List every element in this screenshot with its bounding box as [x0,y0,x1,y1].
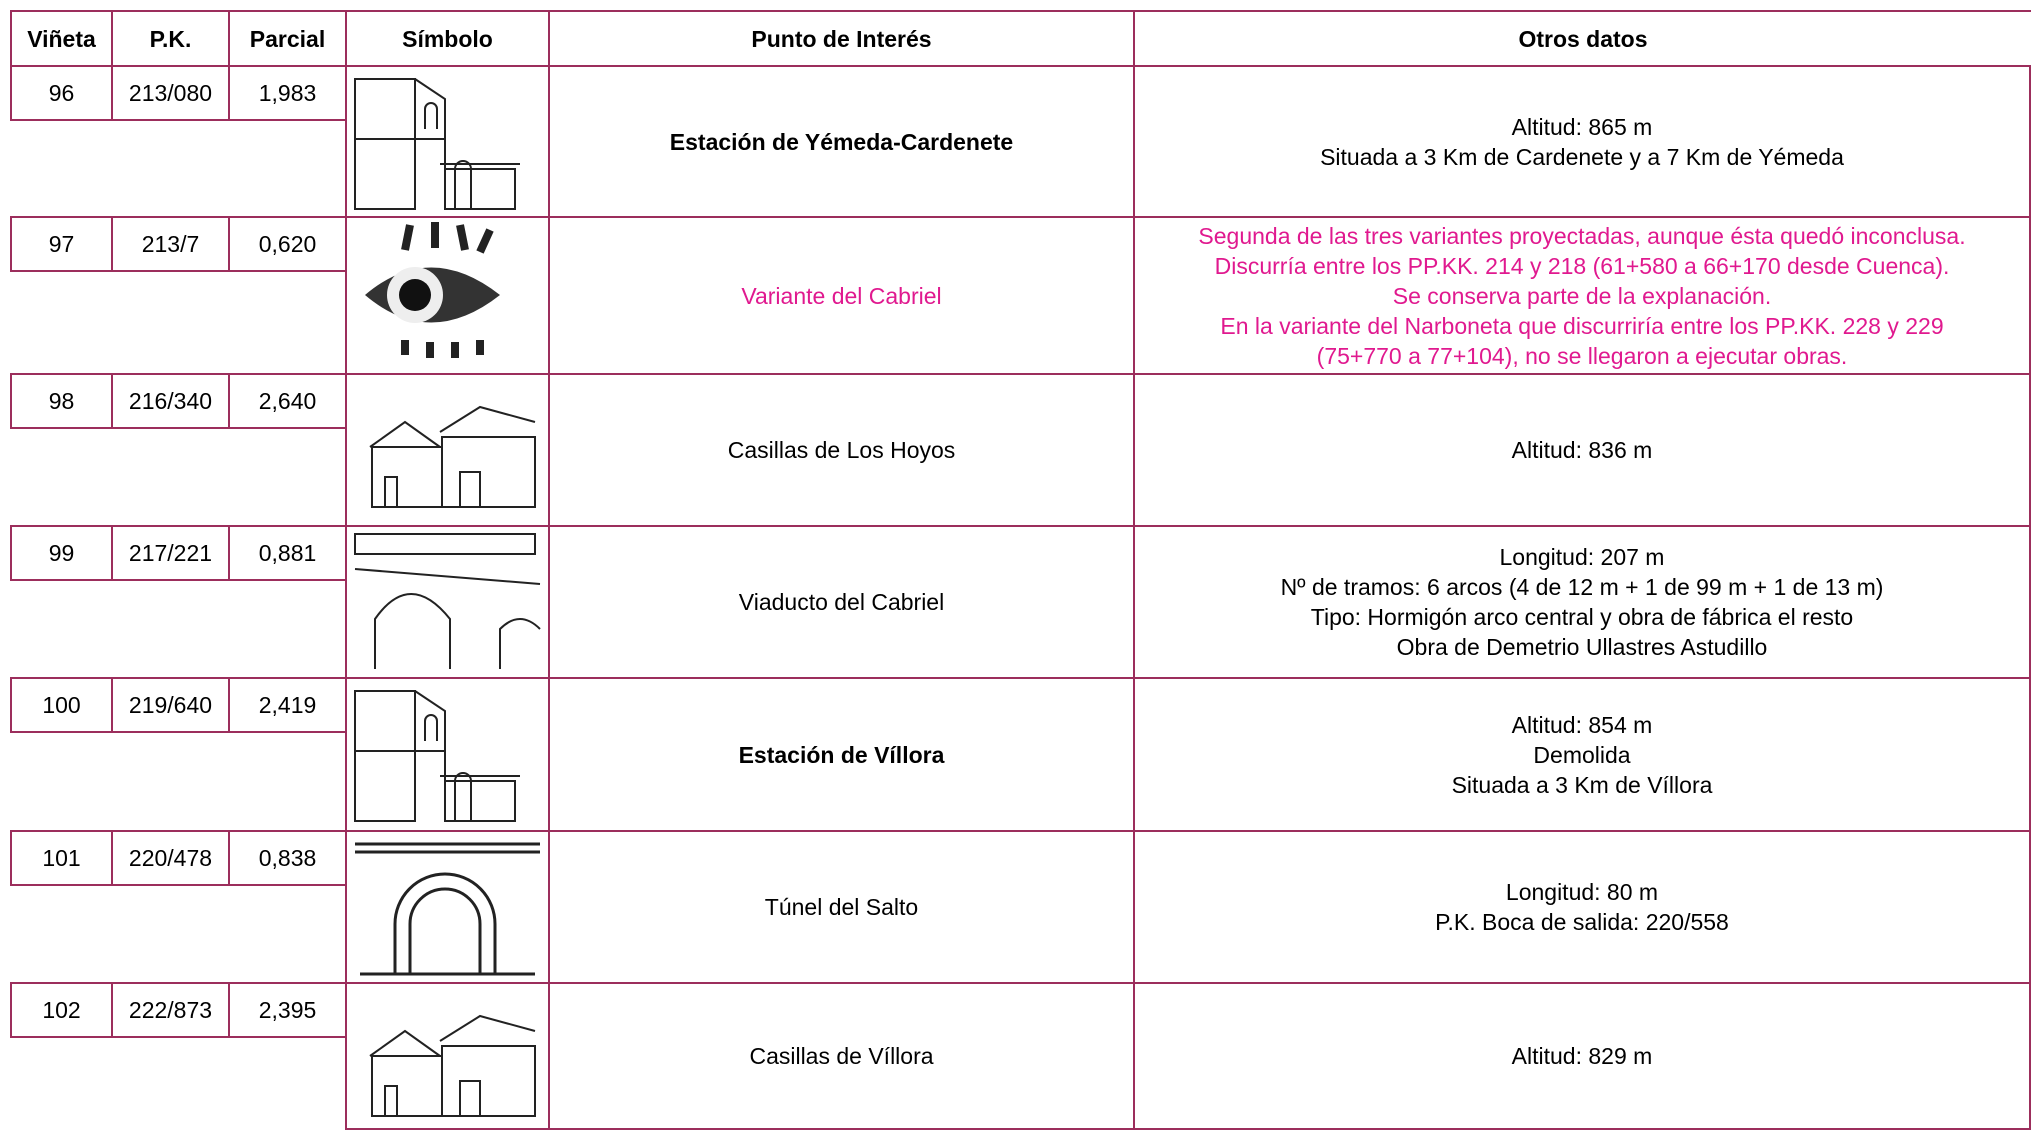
cell-vineta: 100 [10,677,113,733]
symbol-icon [369,406,536,508]
other-line: P.K. Boca de salida: 220/558 [1435,909,1729,935]
symbol-icon [369,1015,536,1117]
cell-parcial: 0,881 [228,525,347,581]
cell-pk: 220/478 [111,830,230,886]
header-cell: Viñeta [10,10,113,67]
other-cell: Longitud: 80 m P.K. Boca de salida: 220/5… [1133,830,2031,984]
header-cell: Símbolo [345,10,550,67]
cell-pk: 216/340 [111,373,230,429]
symbol-icon [353,842,542,976]
other-cell: Altitud: 836 m [1133,373,2031,527]
other-line: Demolida [1533,741,1631,768]
cell-parcial: 2,640 [228,373,347,429]
other-line: Se conserva parte de la explanación. [1392,282,1772,309]
other-line: Altitud: 836 m [1511,437,1653,463]
other-line: Segunda de las tres variantes proyectada… [1198,222,1966,249]
other-line: Obra de Demetrio Ullastres Astudillo [1396,634,1768,660]
point-cell: Túnel del Salto [548,830,1135,984]
other-line: Altitud: 865 m [1511,113,1653,140]
cell-vineta: 97 [10,216,113,272]
point-cell: Estación de Yémeda-Cardenete [548,65,1135,218]
symbol-icon [354,78,521,210]
cell-pk: 219/640 [111,677,230,733]
symbol-icon [354,690,521,822]
header-cell: Parcial [228,10,347,67]
cell-parcial: 0,620 [228,216,347,272]
point-cell: Casillas de Los Hoyos [548,373,1135,527]
header-cell: Punto de Interés [548,10,1135,67]
cell-parcial: 0,838 [228,830,347,886]
other-cell: Longitud: 207 m Nº de tramos: 6 arcos (4 … [1133,525,2031,679]
cell-vineta: 102 [10,982,113,1038]
other-line: Tipo: Hormigón arco central y obra de fá… [1310,604,1854,630]
cell-vineta: 98 [10,373,113,429]
point-cell: Viaducto del Cabriel [548,525,1135,679]
other-cell: Altitud: 854 m Demolida Situada a 3 Km de … [1133,677,2031,832]
other-line: Altitud: 854 m [1511,711,1653,738]
point-cell: Variante del Cabriel [548,216,1135,375]
other-cell: Segunda de las tres variantes proyectada… [1133,216,2031,375]
other-line: Situada a 3 Km de Cardenete y a 7 Km de … [1320,143,1844,170]
other-line: En la variante del Narboneta que discurr… [1220,312,1944,339]
cell-vineta: 96 [10,65,113,121]
other-line: Altitud: 829 m [1511,1043,1653,1069]
cell-vineta: 101 [10,830,113,886]
symbol-icon [350,220,545,365]
cell-parcial: 2,395 [228,982,347,1038]
other-line: Longitud: 207 m [1499,544,1665,570]
header-cell: Otros datos [1133,10,2031,67]
other-line: Situada a 3 Km de Víllora [1451,771,1713,798]
cell-vineta: 99 [10,525,113,581]
cell-parcial: 1,983 [228,65,347,121]
cell-pk: 213/7 [111,216,230,272]
other-line: (75+770 a 77+104), no se llegaron a ejec… [1316,342,1848,369]
other-line: Longitud: 80 m [1505,879,1659,905]
cell-pk: 217/221 [111,525,230,581]
header-cell: P.K. [111,10,230,67]
point-cell: Estación de Víllora [548,677,1135,832]
other-line: Nº de tramos: 6 arcos (4 de 12 m + 1 de … [1280,574,1884,600]
cell-pk: 213/080 [111,65,230,121]
other-cell: Altitud: 865 m Situada a 3 Km de Cardenet… [1133,65,2031,218]
point-cell: Casillas de Víllora [548,982,1135,1130]
cell-parcial: 2,419 [228,677,347,733]
other-line: Discurría entre los PP.KK. 214 y 218 (61… [1214,252,1950,279]
other-cell: Altitud: 829 m [1133,982,2031,1130]
symbol-icon [354,533,541,670]
cell-pk: 222/873 [111,982,230,1038]
